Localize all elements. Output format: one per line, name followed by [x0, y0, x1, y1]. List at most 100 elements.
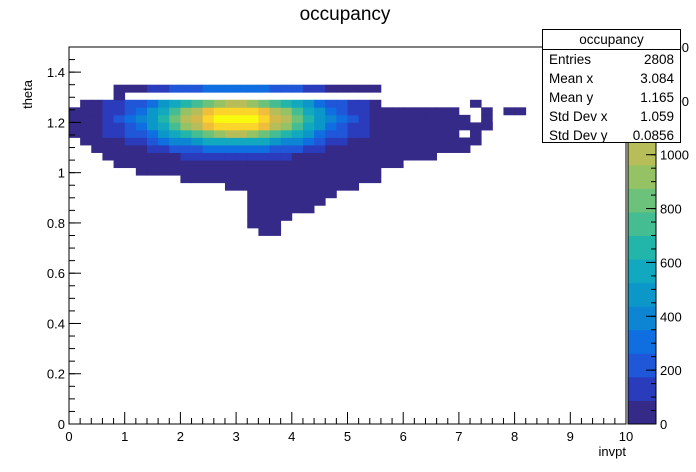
- heatmap-cell: [124, 145, 137, 153]
- heatmap-cell: [269, 99, 282, 108]
- heatmap-cell: [369, 160, 382, 169]
- heatmap-cell: [280, 205, 293, 214]
- heatmap-cell: [269, 167, 282, 176]
- color-scale-band: [628, 164, 656, 189]
- heatmap-cell: [280, 152, 293, 161]
- heatmap-cell: [224, 175, 237, 184]
- heatmap-cell: [180, 99, 192, 108]
- heatmap-cell: [358, 122, 371, 131]
- heatmap-cell: [91, 137, 103, 146]
- heatmap-cell: [224, 129, 237, 138]
- stats-label: Entries: [549, 52, 592, 67]
- heatmap-cell: [314, 175, 326, 184]
- heatmap-cell: [135, 160, 148, 169]
- heatmap-cell: [358, 137, 371, 146]
- heatmap-cell: [269, 122, 282, 131]
- heatmap-cell: [347, 145, 360, 153]
- heatmap-cell: [247, 205, 259, 214]
- heatmap-cell: [302, 175, 315, 184]
- heatmap-cell: [113, 92, 126, 101]
- stats-row-mean-y: Mean y 1.165: [543, 88, 680, 107]
- stats-title: occupancy: [543, 30, 680, 50]
- heatmap-cell: [135, 122, 148, 131]
- heatmap-cell: [224, 122, 237, 131]
- heatmap-cell: [336, 84, 348, 93]
- heatmap-cell: [291, 167, 304, 176]
- heatmap-cell: [258, 182, 270, 191]
- x-tick-label: 8: [511, 429, 518, 444]
- heatmap-cell: [302, 205, 315, 214]
- heatmap-cell: [314, 182, 326, 191]
- heatmap-cell: [146, 122, 159, 131]
- heatmap-cell: [392, 152, 404, 161]
- heatmap-cell: [213, 99, 226, 108]
- heatmap-cell: [302, 107, 315, 116]
- heatmap-cell: [158, 129, 170, 138]
- y-axis-label: theta: [20, 79, 35, 109]
- heatmap-cell: [258, 160, 270, 169]
- heatmap-cell: [291, 137, 304, 146]
- heatmap-cell: [347, 129, 360, 138]
- heatmap-cell: [291, 84, 304, 93]
- heatmap-cell: [69, 114, 81, 123]
- heatmap-cell: [503, 107, 515, 116]
- heatmap-cell: [158, 99, 170, 108]
- heatmap-cell: [392, 145, 404, 153]
- heatmap-cell: [80, 137, 92, 146]
- heatmap-cell: [102, 114, 114, 123]
- stats-label: Mean x: [549, 71, 594, 86]
- heatmap-cell: [135, 152, 148, 161]
- heatmap-cell: [291, 99, 304, 108]
- heatmap-cell: [325, 122, 337, 131]
- heatmap-cell: [458, 145, 471, 153]
- heatmap-cell: [169, 129, 181, 138]
- heatmap-cell: [124, 160, 137, 169]
- x-tick-label: 9: [567, 429, 574, 444]
- stats-row-mean-x: Mean x 3.084: [543, 69, 680, 88]
- heatmap-cell: [403, 114, 415, 123]
- heatmap-cell: [380, 107, 393, 116]
- heatmap-cell: [224, 84, 237, 93]
- heatmap-cell: [236, 114, 248, 123]
- y-axis: 0 0.2 0.4 0.6 0.8 1 1.2 1.4: [47, 46, 81, 432]
- heatmap-cell: [302, 122, 315, 131]
- heatmap-cell: [280, 190, 293, 199]
- heatmap-cell: [414, 137, 426, 146]
- heatmap-cell: [291, 145, 304, 153]
- heatmap-cell: [403, 152, 415, 161]
- heatmap-cell: [247, 99, 259, 108]
- heatmap-cell: [325, 167, 337, 176]
- heatmap-cell: [436, 107, 449, 116]
- heatmap-cell: [280, 107, 293, 116]
- heatmap-cell: [436, 129, 449, 138]
- heatmap-cell: [291, 107, 304, 116]
- heatmap-cell: [302, 160, 315, 169]
- heatmap-cell: [236, 129, 248, 138]
- heatmap-cell: [358, 152, 371, 161]
- heatmap-cell: [336, 99, 348, 108]
- heatmap-cell: [258, 167, 270, 176]
- heatmap-cell: [158, 145, 170, 153]
- heatmap-cell: [314, 99, 326, 108]
- heatmap-cell: [269, 220, 282, 229]
- heatmap-cell: [146, 114, 159, 123]
- heatmap-cell: [369, 114, 382, 123]
- heatmap-cell: [236, 107, 248, 116]
- heatmap-cell: [191, 160, 204, 169]
- heatmap-cell: [514, 107, 527, 116]
- heatmap-cell: [247, 190, 259, 199]
- heatmap-cell: [269, 114, 282, 123]
- heatmap-cell: [481, 122, 493, 131]
- heatmap-cell: [269, 137, 282, 146]
- heatmap-cell: [224, 182, 237, 191]
- heatmap-cell: [336, 182, 348, 191]
- heatmap-cell: [291, 122, 304, 131]
- heatmap-cell: [191, 122, 204, 131]
- heatmap-cell: [314, 160, 326, 169]
- heatmap-cell: [247, 160, 259, 169]
- heatmap-cell: [124, 84, 137, 93]
- heatmap-cell: [258, 197, 270, 206]
- heatmap-cell: [358, 114, 371, 123]
- heatmap-cell: [236, 99, 248, 108]
- heatmap-cell: [258, 137, 270, 146]
